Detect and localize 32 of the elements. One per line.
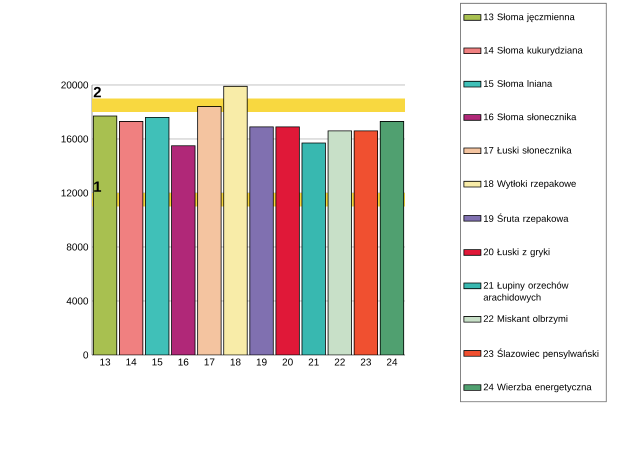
legend-label: 17 Łuski słonecznika bbox=[484, 146, 572, 154]
y-tick-label: 20000 bbox=[61, 81, 88, 89]
legend-label: 21 Łupiny orzechów arachidowych bbox=[484, 282, 569, 303]
legend-label: 24 Wierzba energetyczna bbox=[484, 383, 592, 392]
legend-label: 18 Wytłoki rzepakowe bbox=[484, 180, 576, 189]
x-tick-label: 21 bbox=[308, 358, 319, 366]
y-tick-label: 4000 bbox=[66, 297, 88, 305]
x-tick-label: 24 bbox=[386, 358, 398, 366]
legend-label: 22 Miskant olbrzymi bbox=[484, 315, 568, 324]
legend-label: 16 Słoma słonecznika bbox=[484, 113, 576, 120]
legend-label: 14 Słoma kukurydziana bbox=[484, 46, 583, 56]
x-tick-label: 18 bbox=[230, 358, 241, 366]
legend-label: 19 Śruta rzepakowa bbox=[484, 213, 568, 224]
legend-label: 20 Łuski z gryki bbox=[484, 248, 550, 258]
legend-label: 13 Słoma jęczmienna bbox=[484, 13, 575, 22]
x-tick-label: 13 bbox=[100, 358, 110, 366]
x-tick-label: 19 bbox=[256, 358, 267, 366]
x-tick-label: 14 bbox=[126, 358, 136, 366]
y-tick-label: 0 bbox=[83, 351, 88, 359]
x-tick-label: 23 bbox=[360, 358, 371, 366]
y-tick-label: 16000 bbox=[62, 135, 88, 143]
y-tick-label: 12000 bbox=[62, 189, 88, 197]
x-tick-label: 22 bbox=[334, 358, 345, 366]
band-label: 2 bbox=[94, 86, 101, 98]
band-label: 1 bbox=[94, 182, 102, 192]
x-tick-label: 20 bbox=[282, 358, 293, 366]
x-tick-label: 15 bbox=[152, 358, 162, 366]
legend-label: 15 Słoma lniana bbox=[484, 80, 552, 87]
legend-label: 23 Ślazowiec pensylwański bbox=[484, 348, 598, 359]
y-tick-label: 8000 bbox=[66, 243, 88, 251]
x-tick-label: 16 bbox=[178, 358, 188, 366]
x-tick-label: 17 bbox=[204, 358, 214, 366]
